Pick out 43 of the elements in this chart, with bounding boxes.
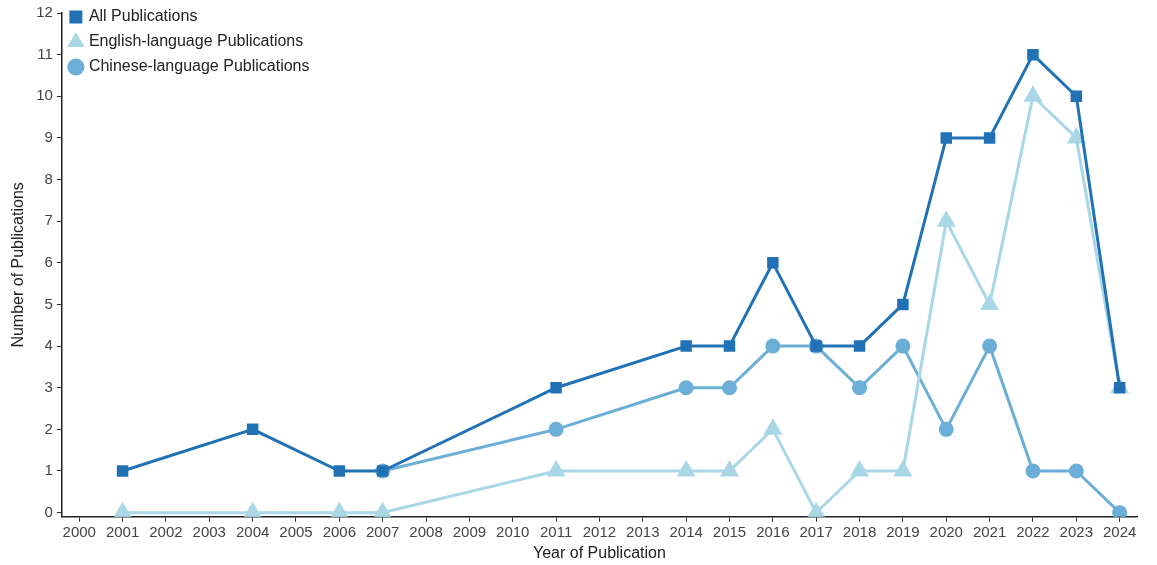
x-tick-label: 2020 xyxy=(929,522,963,540)
x-tick-label: 2004 xyxy=(235,522,270,540)
x-tick-label: 2000 xyxy=(62,522,96,540)
x-tick-label: 2024 xyxy=(1102,522,1137,540)
x-tick-label: 2012 xyxy=(582,522,617,540)
x-tick-label: 2010 xyxy=(496,522,530,540)
x-tick-label: 2006 xyxy=(322,522,357,540)
x-tick-label: 2017 xyxy=(799,522,833,540)
y-tick-label: 1 xyxy=(44,461,53,479)
x-tick-label: 2013 xyxy=(626,522,660,540)
y-tick-label: 2 xyxy=(44,419,53,437)
x-tick-label: 2002 xyxy=(149,522,183,540)
x-tick-label: 2005 xyxy=(279,522,313,540)
x-tick-label: 2023 xyxy=(1059,522,1093,540)
legend-label: English-language Publications xyxy=(88,32,304,50)
y-tick-label: 10 xyxy=(36,86,53,104)
x-tick-label: 2003 xyxy=(192,522,226,540)
x-tick-label: 2007 xyxy=(366,522,400,540)
x-tick-label: 2009 xyxy=(452,522,487,540)
x-tick-label: 2011 xyxy=(539,522,573,540)
x-tick-label: 2018 xyxy=(842,522,877,540)
x-tick-label: 2015 xyxy=(712,522,747,540)
y-tick-label: 5 xyxy=(44,294,53,312)
x-tick-label: 2019 xyxy=(886,522,920,540)
x-tick-label: 2016 xyxy=(756,522,790,540)
x-axis-title: Year of Publication xyxy=(533,543,666,561)
y-axis-title: Number of Publications xyxy=(9,182,27,348)
legend-label: All Publications xyxy=(88,7,198,25)
y-tick-label: 6 xyxy=(44,252,53,270)
y-tick-label: 4 xyxy=(44,336,53,354)
y-tick-label: 0 xyxy=(44,502,53,520)
x-tick-label: 2008 xyxy=(409,522,443,540)
x-tick-label: 2021 xyxy=(972,522,1007,540)
x-tick-label: 2022 xyxy=(1016,522,1050,540)
x-tick-label: 2014 xyxy=(669,522,703,540)
y-tick-label: 7 xyxy=(44,211,53,229)
legend-label: Chinese-language Publications xyxy=(88,57,310,75)
y-tick-label: 9 xyxy=(44,128,53,146)
y-tick-label: 8 xyxy=(44,169,53,187)
y-tick-label: 3 xyxy=(44,377,53,395)
y-tick-label: 12 xyxy=(36,3,53,21)
x-tick-label: 2001 xyxy=(105,522,140,540)
y-tick-label: 11 xyxy=(37,44,53,62)
